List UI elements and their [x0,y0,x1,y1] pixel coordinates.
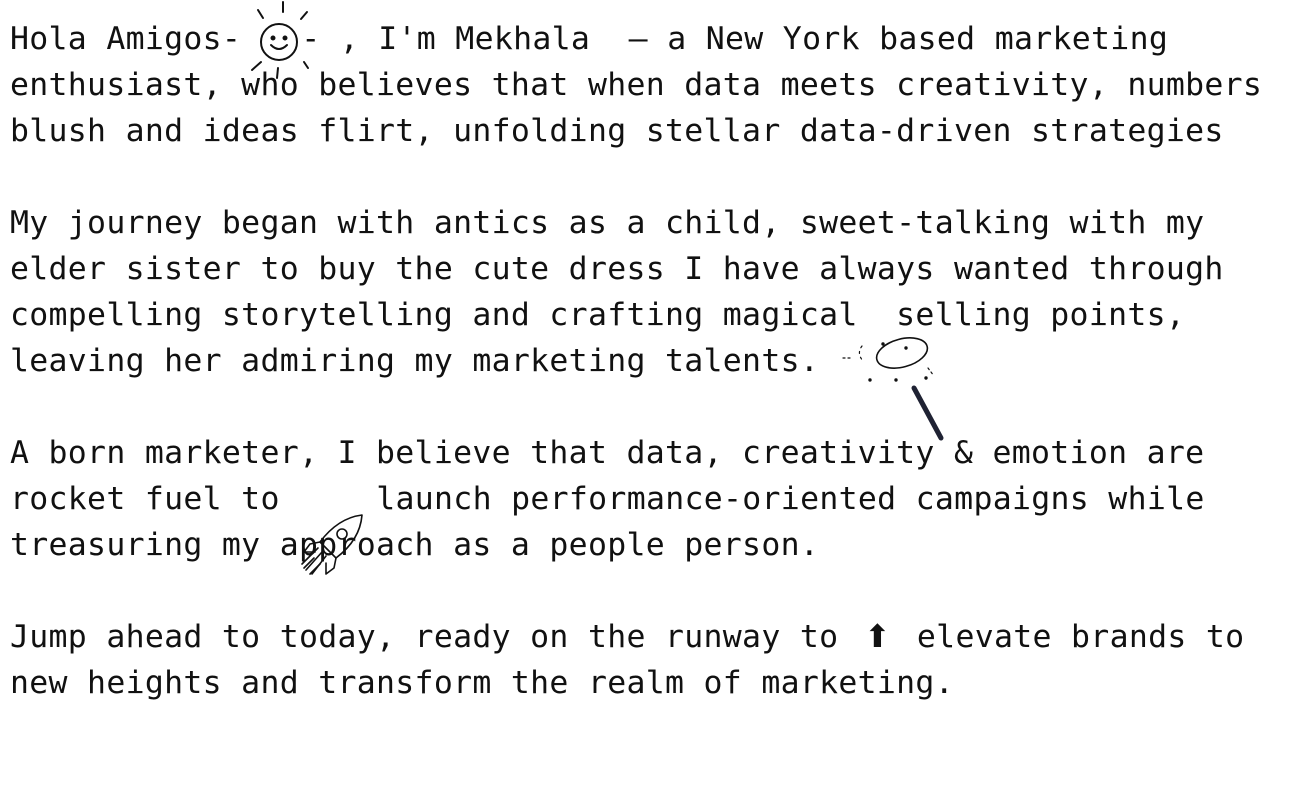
bio-paragraph-marketer: A born marketer, I believe that data, cr… [10,430,1300,568]
sun-icon-placeholder [241,16,301,62]
today-text-start: Jump ahead to today, ready on the runway… [10,619,858,655]
rocket-icon-placeholder [299,476,357,522]
marketer-text-start: A born marketer, I believe that data, cr… [10,435,1224,517]
intro-text-rest: - , I'm Mekhala – a New York based marke… [10,21,1282,149]
journey-text: My journey began with antics as a child,… [10,205,1243,379]
intro-text-start: Hola Amigos- [10,21,242,57]
up-arrow-icon: ⬆ [864,619,891,655]
bio-paragraph-today: Jump ahead to today, ready on the runway… [10,614,1300,706]
bio-paragraph-intro: Hola Amigos- - , I'm Mekhala – a New Yor… [10,16,1300,154]
today-text-rest: elevate brands to new heights and transf… [10,619,1264,701]
bio-section: Hola Amigos- - , I'm Mekhala – a New Yor… [10,16,1300,752]
bio-paragraph-journey: My journey began with antics as a child,… [10,200,1300,384]
